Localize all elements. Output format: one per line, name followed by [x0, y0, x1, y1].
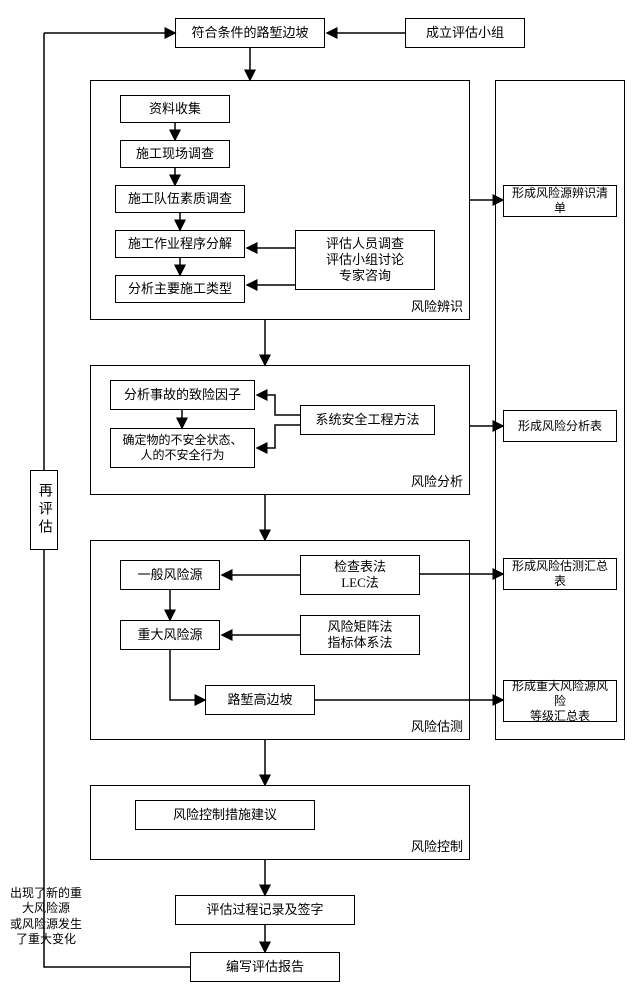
hazard-list-label: 形成风险源辨识清单 [508, 186, 612, 216]
re-eval-label: 再评估 [35, 483, 53, 537]
risk-control-label: 风险控制 [411, 836, 463, 855]
expert-advice-box: 评估人员调查 评估小组讨论 专家咨询 [295, 230, 435, 290]
record-sign-label: 评估过程记录及签字 [206, 902, 323, 918]
feedback-note-label: 出现了新的重大风险源 或风险源发生了重大变化 [10, 886, 82, 947]
risk-estimate-label: 风险估测 [411, 716, 463, 735]
checklist-method-box: 检查表法 LEC法 [300, 555, 420, 595]
high-slope-label: 路堑高边坡 [227, 692, 292, 708]
procedure-decompose-label: 施工作业程序分解 [128, 236, 232, 252]
team-quality-label: 施工队伍素质调查 [128, 191, 232, 207]
hazard-list-box: 形成风险源辨识清单 [503, 185, 617, 217]
re-eval-box: 再评估 [30, 470, 58, 550]
matrix-method-label: 风险矩阵法 指标体系法 [327, 619, 392, 652]
form-group-label: 成立评估小组 [426, 25, 504, 41]
analyze-type-box: 分析主要施工类型 [115, 275, 245, 303]
site-survey-box: 施工现场调查 [120, 140, 230, 168]
eligible-slope-box: 符合条件的路堑边坡 [175, 18, 325, 48]
eligible-slope-label: 符合条件的路堑边坡 [191, 25, 308, 41]
general-risk-label: 一般风险源 [137, 567, 202, 583]
risk-identify-label: 风险辨识 [411, 296, 463, 315]
control-suggestion-box: 风险控制措施建议 [135, 800, 315, 830]
control-suggestion-label: 风险控制措施建议 [173, 807, 277, 823]
estimate-summary-label: 形成风险估测汇总表 [508, 559, 612, 589]
write-report-box: 编写评估报告 [190, 952, 340, 982]
unsafe-state-label: 确定物的不安全状态、 人的不安全行为 [122, 433, 242, 463]
team-quality-box: 施工队伍素质调查 [115, 185, 245, 213]
write-report-label: 编写评估报告 [226, 959, 304, 975]
major-summary-box: 形成重大风险源风险 等级汇总表 [503, 680, 617, 722]
expert-advice-label: 评估人员调查 评估小组讨论 专家咨询 [326, 236, 404, 285]
sys-method-box: 系统安全工程方法 [300, 405, 435, 435]
accident-factor-label: 分析事故的致险因子 [124, 387, 241, 403]
site-survey-label: 施工现场调查 [136, 146, 214, 162]
accident-factor-box: 分析事故的致险因子 [110, 380, 255, 410]
feedback-note: 出现了新的重大风险源 或风险源发生了重大变化 [6, 870, 86, 948]
estimate-summary-box: 形成风险估测汇总表 [503, 558, 617, 590]
data-collect-box: 资料收集 [120, 95, 230, 123]
analysis-table-label: 形成风险分析表 [518, 419, 602, 434]
risk-analyze-label: 风险分析 [411, 471, 463, 490]
data-collect-label: 资料收集 [149, 101, 201, 117]
procedure-decompose-box: 施工作业程序分解 [115, 230, 245, 258]
major-risk-label: 重大风险源 [137, 627, 202, 643]
form-group-box: 成立评估小组 [405, 18, 525, 48]
sys-method-label: 系统安全工程方法 [315, 412, 419, 428]
analyze-type-label: 分析主要施工类型 [128, 281, 232, 297]
record-sign-box: 评估过程记录及签字 [175, 895, 355, 925]
checklist-method-label: 检查表法 LEC法 [334, 559, 386, 592]
high-slope-box: 路堑高边坡 [205, 685, 315, 715]
analysis-table-box: 形成风险分析表 [503, 410, 617, 442]
major-summary-label: 形成重大风险源风险 等级汇总表 [508, 679, 612, 724]
major-risk-box: 重大风险源 [120, 620, 220, 650]
matrix-method-box: 风险矩阵法 指标体系法 [300, 615, 420, 655]
unsafe-state-box: 确定物的不安全状态、 人的不安全行为 [110, 428, 255, 468]
general-risk-box: 一般风险源 [120, 560, 220, 590]
